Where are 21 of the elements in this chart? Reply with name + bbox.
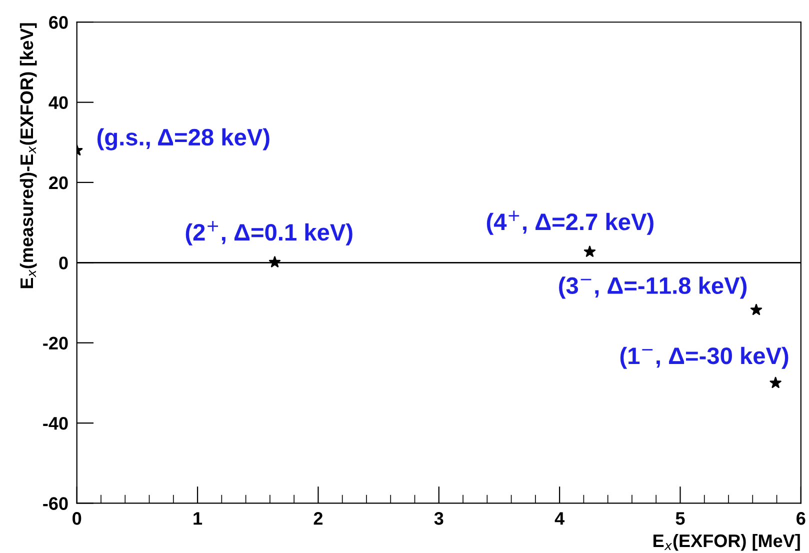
x-tick-label: 6 xyxy=(796,512,806,525)
x-tick-label: 5 xyxy=(676,512,685,525)
y-tick-label: -40 xyxy=(43,416,68,430)
annotation: (2$^{+}$, Δ=0.1 keV) xyxy=(186,221,352,246)
x-tick-label: 4 xyxy=(554,512,564,525)
x-tick-label: 2 xyxy=(314,512,323,525)
annotation: (3$^{−}$, Δ=-11.8 keV) xyxy=(559,276,747,299)
annotation: (1$^{−}$, Δ=-30 keV) xyxy=(620,346,788,369)
y-tick-label: -20 xyxy=(43,336,68,350)
y-axis-title: E$_{x}$(measured)-E$_{x}$(EXFOR) [keV] xyxy=(20,23,37,288)
y-tick-label: -60 xyxy=(43,497,68,510)
annotation: (4$^{+}$, Δ=2.7 keV) xyxy=(486,210,654,235)
x-tick-label: 3 xyxy=(434,512,444,525)
x-axis-title: E$_{x}$(EXFOR) [MeV] xyxy=(654,534,800,551)
y-tick-label: 20 xyxy=(49,176,68,190)
y-tick-label: 40 xyxy=(48,96,68,110)
annotation: (g.s., Δ=28 keV) xyxy=(97,128,270,150)
y-tick-label: 60 xyxy=(49,16,68,29)
x-tick-label: 0 xyxy=(72,512,82,525)
x-tick-label: 1 xyxy=(194,512,202,525)
y-tick-label: 0 xyxy=(59,256,68,270)
